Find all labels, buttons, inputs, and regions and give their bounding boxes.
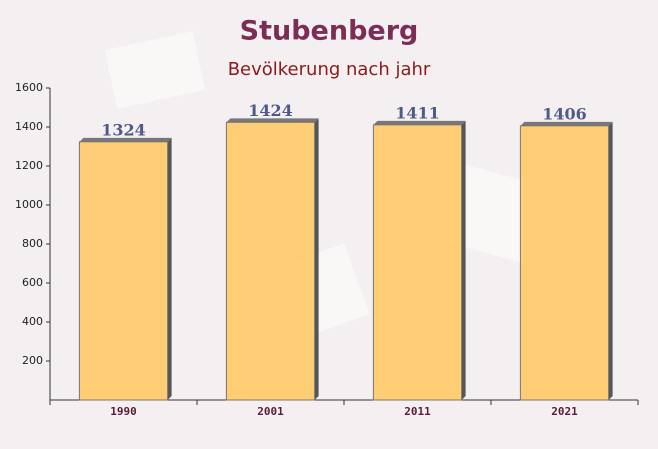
value-label: 1424 [248,101,293,120]
chart-title: Stubenberg [240,16,419,47]
bar [519,125,610,401]
bar-shadow [520,121,613,126]
y-tick-label: 400 [22,315,43,328]
bar [78,141,169,401]
bar-shadow [226,118,319,123]
y-tick-label: 1000 [15,198,43,211]
x-tick-label: 2001 [257,405,284,418]
background-decoration [104,31,206,109]
y-tick-label: 800 [22,237,43,250]
value-label: 1324 [101,120,146,139]
bar [225,121,316,401]
chart-subtitle: Bevölkerung nach jahr [228,59,431,80]
value-label: 1411 [395,103,440,122]
bar-shadow [167,137,172,400]
y-tick-label: 1400 [15,120,43,133]
bar-shadow [608,121,613,400]
bar-shadow [314,118,319,400]
x-tick-label: 2021 [551,405,578,418]
y-tick-label: 200 [22,354,43,367]
bar-shadow [79,137,172,142]
bar-shadow [373,120,466,125]
y-tick-label: 1600 [15,81,43,94]
y-tick-label: 1200 [15,159,43,172]
value-label: 1406 [542,104,587,123]
y-tick-label: 600 [22,276,43,289]
x-tick-label: 2011 [404,405,431,418]
bar-shadow [461,120,466,400]
bar [372,124,463,401]
x-tick-label: 1990 [110,405,137,418]
